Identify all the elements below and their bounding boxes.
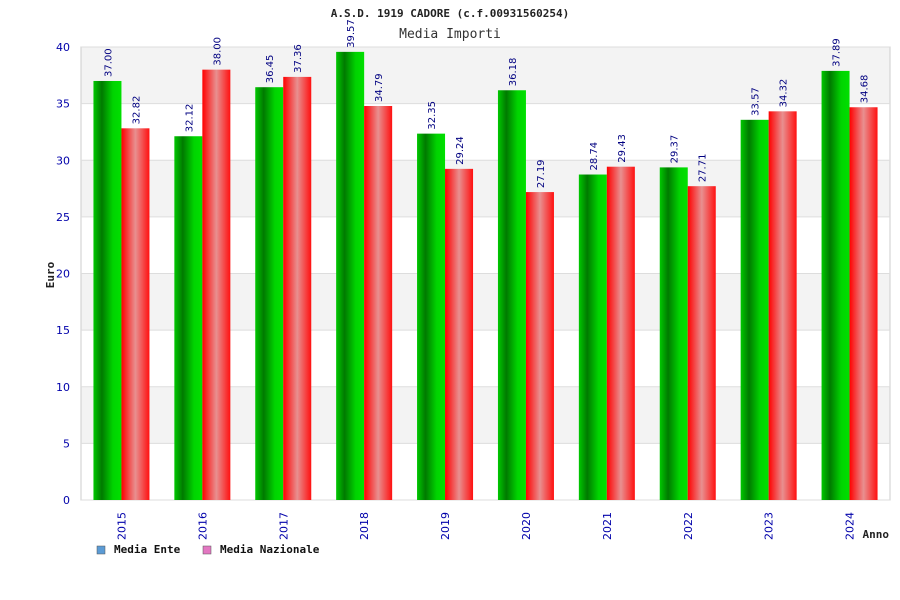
value-label-media-ente-2022: 29.37 [670,135,681,164]
bar-media-ente-2022 [659,167,688,500]
value-label-media-nazionale-2022: 27.71 [698,154,709,183]
value-label-media-ente-2024: 37.89 [832,38,843,67]
bar-media-ente-2023 [740,119,769,500]
value-label-media-nazionale-2019: 29.24 [455,136,466,165]
bar-media-ente-2018 [336,51,365,500]
value-label-media-nazionale-2015: 32.82 [131,96,142,125]
value-label-media-ente-2019: 32.35 [427,101,438,130]
bar-media-ente-2019 [417,133,446,501]
x-tick-label: 2024 [844,512,857,540]
legend-swatch-media-nazionale [202,545,212,555]
bar-media-ente-2015 [93,80,122,500]
x-tick-label: 2021 [601,512,614,540]
y-axis-label: Euro [44,261,57,288]
value-labels: 37.00 32.82 32.12 38.00 36.45 37.36 39.57 34.79… [103,19,870,188]
legend: Media Ente Media Nazionale [96,543,320,556]
y-tick-label: 25 [56,211,70,224]
y-tick-label: 0 [63,494,70,507]
y-tick-label: 35 [56,98,70,111]
chart-title: A.S.D. 1919 CADORE (c.f.00931560254) [331,7,569,20]
value-label-media-ente-2016: 32.12 [184,104,195,133]
bar-media-nazionale-2018 [364,106,393,501]
value-label-media-ente-2017: 36.45 [265,55,276,84]
x-tick-label: 2015 [115,512,128,540]
bar-media-nazionale-2016 [202,69,231,501]
x-tick-label: 2022 [682,512,695,540]
x-tick-label: 2020 [520,512,533,540]
x-axis-label: Anno [863,528,890,541]
chart-subtitle: Media Importi [399,27,501,42]
value-label-media-ente-2023: 33.57 [751,87,762,116]
value-label-media-nazionale-2016: 38.00 [212,37,223,66]
value-label-media-nazionale-2017: 37.36 [293,44,304,73]
bar-media-ente-2017 [255,87,284,501]
x-tick-label: 2016 [196,512,209,540]
x-tick-label: 2018 [358,512,371,540]
value-label-media-nazionale-2023: 34.32 [779,79,790,108]
value-label-media-nazionale-2018: 34.79 [374,73,385,102]
legend-swatch-media-ente [96,545,106,555]
legend-label-media-nazionale: Media Nazionale [220,543,320,556]
value-label-media-ente-2020: 36.18 [508,58,519,87]
bar-media-ente-2021 [578,174,607,500]
value-label-media-ente-2021: 28.74 [589,142,600,171]
value-label-media-nazionale-2021: 29.43 [617,134,628,163]
bar-media-nazionale-2024 [849,107,878,501]
bar-media-ente-2016 [174,136,203,500]
bar-media-ente-2020 [497,90,526,500]
bar-media-nazionale-2022 [687,186,716,500]
bar-media-nazionale-2021 [606,166,635,500]
legend-label-media-ente: Media Ente [114,543,181,556]
x-tick-label: 2023 [763,512,776,540]
bar-media-ente-2024 [821,70,850,500]
y-tick-label: 15 [56,324,70,337]
x-tick-label: 2019 [439,512,452,540]
bar-media-nazionale-2020 [525,192,554,501]
bars [93,51,878,501]
bar-media-nazionale-2017 [283,76,312,500]
x-tick-label: 2017 [277,512,290,540]
bar-media-nazionale-2023 [768,111,797,501]
y-tick-label: 30 [56,154,70,167]
value-label-media-nazionale-2024: 34.68 [860,75,871,104]
bar-media-nazionale-2019 [445,168,474,500]
y-tick-label: 5 [63,437,70,450]
x-axis-ticks: 2015 2016 2017 2018 2019 2020 2021 2022 2023 2024 [115,512,856,540]
value-label-media-ente-2015: 37.00 [103,48,114,77]
value-label-media-ente-2018: 39.57 [346,19,357,48]
y-tick-label: 20 [56,268,70,281]
y-tick-label: 10 [56,381,70,394]
y-tick-label: 40 [56,41,70,54]
bar-media-nazionale-2015 [121,128,150,500]
value-label-media-nazionale-2020: 27.19 [536,159,547,188]
y-axis-ticks: 0 5 10 15 20 25 30 35 40 [56,41,70,507]
